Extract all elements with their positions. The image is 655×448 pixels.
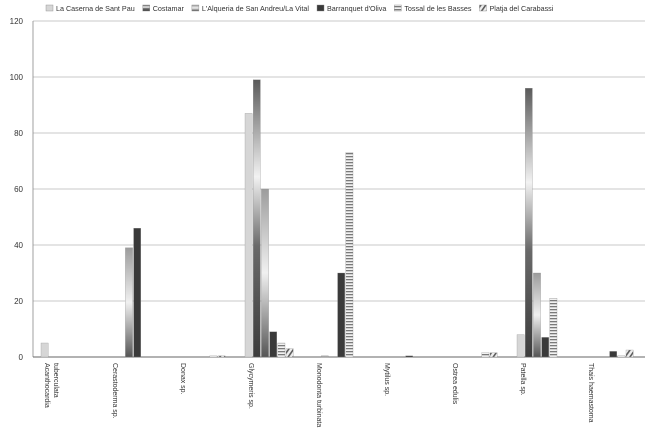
y-tick-label: 120 [10,17,24,26]
x-tick-label-line: Glycymeris sp. [247,363,254,409]
bar [525,88,533,358]
bar [405,355,413,358]
y-tick-label: 0 [19,353,24,362]
y-tick-label: 60 [14,185,23,194]
y-tick-label: 20 [14,297,23,306]
bar [285,348,294,358]
legend-label: L'Alqueria de San Andreu/La Vital [202,4,310,13]
x-tick-label-line: Monodonta turbinata [315,363,322,427]
bar [209,355,218,358]
bar [625,349,634,358]
x-tick-label: Ostrea edulis [451,363,458,405]
x-tick-label: Thais haemastoma [587,363,594,423]
x-tick-label-line: Donax sp. [179,363,186,395]
x-tick-label: Monodonta turbinata [315,363,322,427]
legend-swatch [45,4,54,12]
x-tick-label-line: tuberculata [52,363,59,398]
bar [345,152,354,358]
bar [516,334,525,358]
bar [269,331,277,358]
legend-swatch [191,4,200,12]
bar [609,351,617,358]
grid-layer [33,20,645,302]
y-tick-label: 100 [10,73,24,82]
axis-layer: 0 20 40 60 80 100 120 Acanthocardia tuberculata C… [10,17,645,427]
y-tick-label: 40 [14,241,23,250]
x-tick-label: Mytilus sp. [383,363,390,396]
bar [321,355,329,358]
bar [617,355,626,358]
legend-swatch [479,4,487,12]
x-tick-label-line: Thais haemastoma [587,363,594,423]
bar [217,355,226,358]
bar [261,188,269,358]
legend-label: Platja del Carabassi [489,4,553,13]
x-tick-label-line: Patella sp. [519,363,526,396]
bar [253,79,261,358]
x-tick-label: Glycymeris sp. [247,363,254,409]
bar [337,272,345,358]
x-tick-label: Patella sp. [519,363,526,396]
x-tick-label-line: Mytilus sp. [383,363,390,396]
bar [125,247,133,358]
bar [40,342,49,358]
legend-label: La Caserna de Sant Pau [56,4,135,13]
legend-swatch [142,4,150,12]
x-tick-label: Acanthocardia tuberculata [43,363,59,408]
legend-label: Barranquet d'Oliva [327,4,386,13]
legend: La Caserna de Sant Pau Costamar L'Alqueria… [45,4,554,13]
x-tick-label-line: Acanthocardia [43,363,50,408]
bar-layer [40,79,634,358]
legend-swatch [394,4,402,12]
x-tick-label: Donax sp. [179,363,186,395]
bar [277,342,286,358]
bar [489,352,498,358]
bar [244,113,253,358]
x-tick-label: Cerastoderma sp. [111,363,118,419]
legend-label: Costamar [153,4,185,13]
bar [541,337,549,358]
bar [481,352,490,358]
y-tick-label: 80 [14,129,23,138]
x-tick-label-line: Ostrea edulis [451,363,458,405]
bar [549,298,558,358]
bar [533,272,541,358]
x-tick-label-line: Cerastoderma sp. [111,363,118,419]
bar [133,228,141,358]
legend-label: Tossal de les Basses [404,4,472,13]
legend-swatch [316,4,325,12]
